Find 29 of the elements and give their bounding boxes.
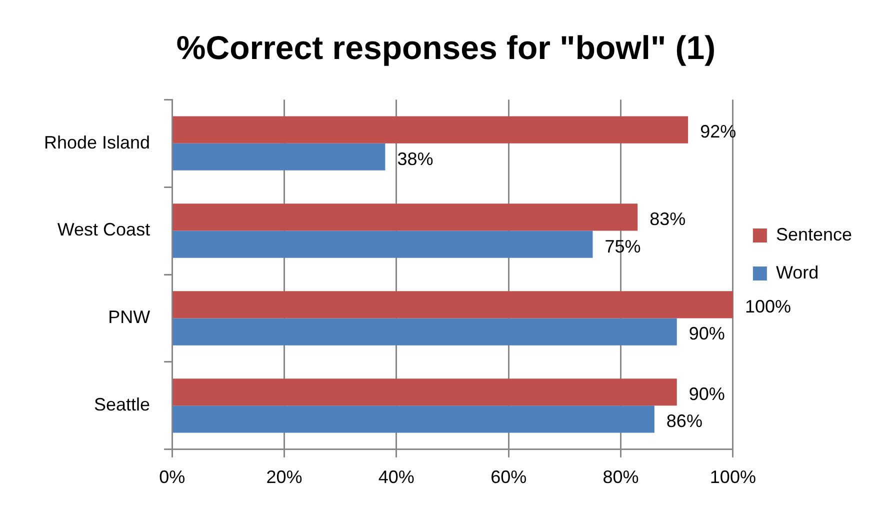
bar xyxy=(172,116,688,144)
data-label: 92% xyxy=(700,122,736,142)
data-label: 38% xyxy=(397,148,434,169)
data-label: 90% xyxy=(688,324,725,344)
bar xyxy=(172,230,593,258)
y-tick-label: West Coast xyxy=(57,220,150,240)
bar xyxy=(172,143,386,170)
bar xyxy=(172,378,677,406)
data-label: 90% xyxy=(688,384,725,404)
data-label: 100% xyxy=(744,296,791,317)
bar xyxy=(172,291,733,318)
x-tick-label: 100% xyxy=(710,467,756,488)
x-tick-label: 40% xyxy=(378,467,414,488)
bar xyxy=(172,318,677,346)
x-tick-label: 20% xyxy=(266,467,302,488)
chart-title: %Correct responses for "bowl" (1) xyxy=(176,28,716,66)
y-tick-label: Seattle xyxy=(94,394,150,415)
y-tick-label: PNW xyxy=(108,307,150,328)
data-label: 83% xyxy=(650,209,686,230)
legend-label: Sentence xyxy=(776,224,852,244)
x-tick-label: 0% xyxy=(159,467,186,488)
bar xyxy=(172,204,638,231)
x-tick-label: 60% xyxy=(490,467,527,488)
bar xyxy=(172,406,654,433)
data-label: 86% xyxy=(666,411,702,432)
x-tick-label: 80% xyxy=(602,467,639,488)
legend-label: Word xyxy=(776,262,819,282)
y-tick-label: Rhode Island xyxy=(44,132,150,152)
data-label: 75% xyxy=(604,236,641,256)
